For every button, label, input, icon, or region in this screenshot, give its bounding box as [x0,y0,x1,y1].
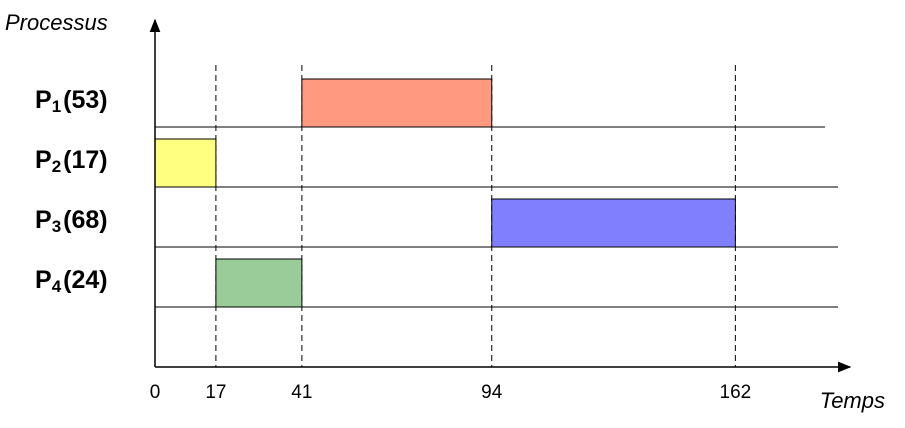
task-subscript: 4 [52,277,62,296]
task-name: P [35,86,52,114]
task-bar [154,138,217,188]
task-bar [215,258,303,308]
task-label: P4(24) [35,266,108,297]
y-axis-label: Processus [5,10,108,35]
task-bar [491,198,736,248]
x-tick-label: 0 [150,382,161,403]
task-subscript: 1 [52,97,61,116]
task-duration: (53) [63,86,107,114]
task-duration: (17) [63,146,107,174]
x-tick-label: 94 [481,382,503,403]
task-subscript: 2 [52,157,61,176]
task-label: P1(53) [35,86,108,117]
x-axis-label: Temps [820,388,885,413]
task-name: P [35,266,52,294]
x-tick-label: 162 [720,382,752,403]
task-duration: (24) [63,266,107,294]
task-label: P3(68) [35,206,108,237]
task-name: P [35,146,52,174]
x-tick-label: 17 [205,382,226,403]
x-tick-label: 41 [291,382,312,403]
task-duration: (68) [63,206,107,234]
task-bar [301,78,493,128]
task-label: P2(17) [35,146,108,177]
task-subscript: 3 [52,217,61,236]
task-name: P [35,206,52,234]
